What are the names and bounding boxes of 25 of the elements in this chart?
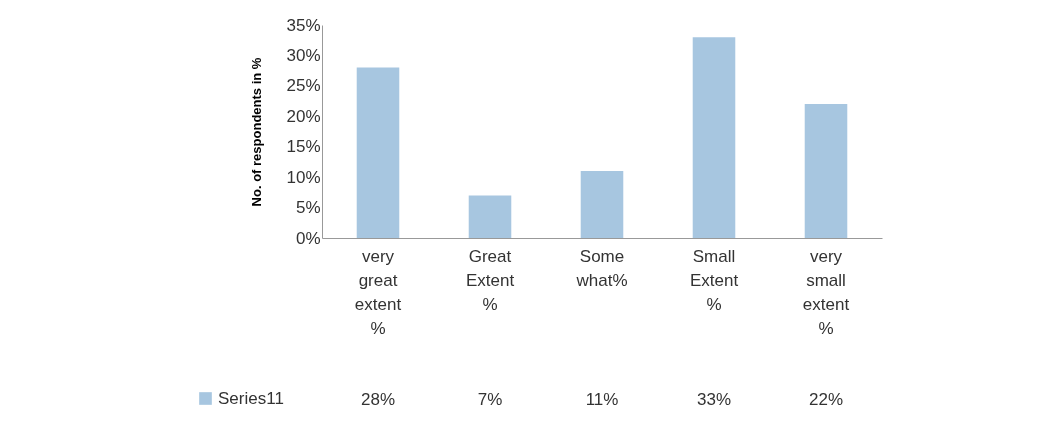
x-tick-label: Small Extent % xyxy=(689,246,739,314)
y-tick-label: 35% xyxy=(286,15,321,35)
bar xyxy=(468,195,512,238)
y-tick-label: 30% xyxy=(286,45,321,65)
data-label: 28% xyxy=(360,390,396,409)
y-axis-title: No. of respondents in % xyxy=(249,57,265,207)
y-tick-label: 10% xyxy=(286,167,321,187)
y-tick-label: 0% xyxy=(295,228,321,248)
data-label: 22% xyxy=(808,390,844,409)
bar xyxy=(356,67,400,238)
x-tick-label: very great extent % xyxy=(354,246,402,338)
bar xyxy=(580,171,624,238)
y-tick-label: 15% xyxy=(286,137,321,157)
bar xyxy=(692,37,736,238)
data-label: 33% xyxy=(696,390,732,409)
legend-label: Series11 xyxy=(218,388,284,408)
bar xyxy=(804,104,848,238)
x-tick-label: Some what% xyxy=(575,246,628,290)
x-tick-label: Great Extent % xyxy=(465,246,515,314)
data-label: 7% xyxy=(477,390,503,409)
y-tick-label: 5% xyxy=(295,198,321,218)
x-tick-label: very small extent % xyxy=(802,246,850,338)
y-tick-label: 20% xyxy=(286,106,321,126)
y-tick-label: 25% xyxy=(286,76,321,96)
data-label: 11% xyxy=(585,390,619,409)
